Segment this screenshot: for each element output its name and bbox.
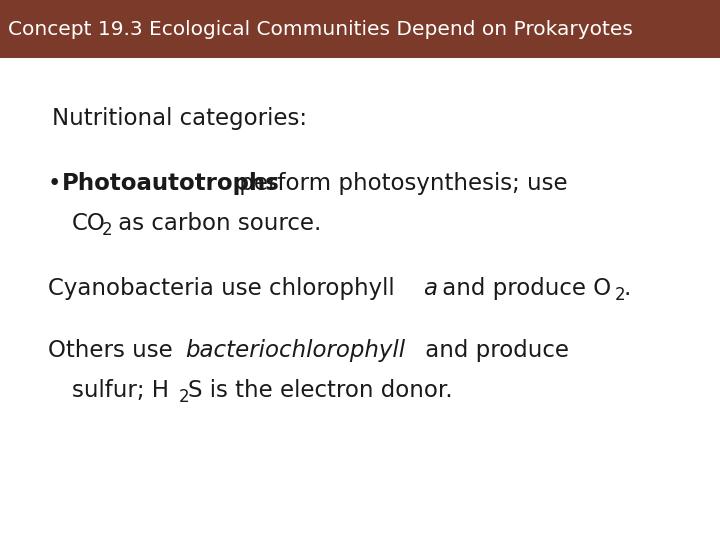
Text: 2: 2 <box>179 388 189 406</box>
Text: Others use: Others use <box>48 339 180 362</box>
Text: .: . <box>624 277 631 300</box>
Text: Photoautotrophs: Photoautotrophs <box>62 172 280 195</box>
Text: Concept 19.3 Ecological Communities Depend on Prokaryotes: Concept 19.3 Ecological Communities Depe… <box>8 19 633 39</box>
Text: CO: CO <box>72 212 106 235</box>
Text: •: • <box>48 172 61 195</box>
Text: perform photosynthesis; use: perform photosynthesis; use <box>232 172 567 195</box>
Text: Nutritional categories:: Nutritional categories: <box>52 107 307 130</box>
Text: 2: 2 <box>102 221 112 239</box>
Text: sulfur; H: sulfur; H <box>72 379 169 402</box>
Text: Cyanobacteria use chlorophyll: Cyanobacteria use chlorophyll <box>48 277 402 300</box>
Text: a: a <box>423 277 437 300</box>
Text: as carbon source.: as carbon source. <box>111 212 321 235</box>
Text: 2: 2 <box>615 286 626 304</box>
Text: S is the electron donor.: S is the electron donor. <box>188 379 453 402</box>
Text: and produce: and produce <box>418 339 569 362</box>
Text: and produce O: and produce O <box>435 277 611 300</box>
Text: bacteriochlorophyll: bacteriochlorophyll <box>185 339 405 362</box>
Bar <box>0 0 720 58</box>
